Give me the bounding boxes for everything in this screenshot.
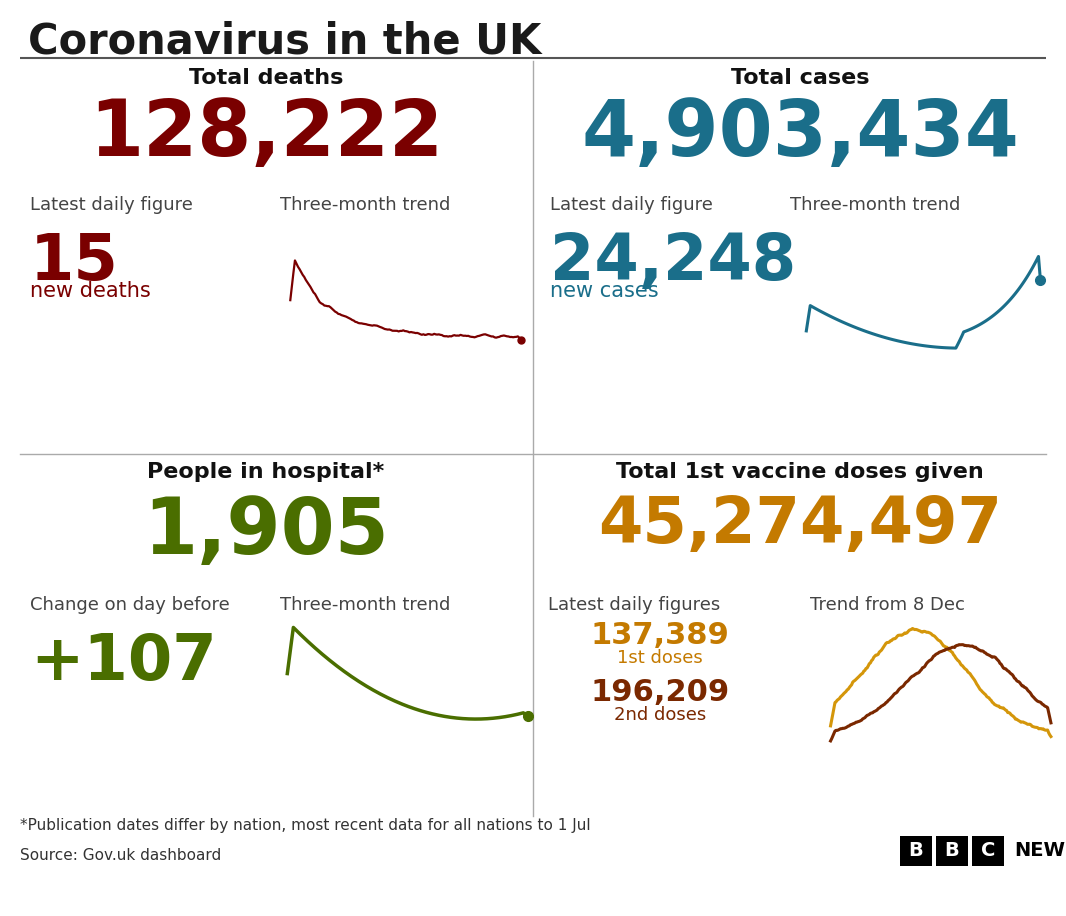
Text: 1,905: 1,905: [143, 494, 389, 570]
Text: Latest daily figures: Latest daily figures: [548, 596, 721, 614]
Text: 1st doses: 1st doses: [617, 649, 702, 667]
Text: 4,903,434: 4,903,434: [581, 96, 1019, 172]
Text: 128,222: 128,222: [88, 96, 443, 172]
Text: Source: Gov.uk dashboard: Source: Gov.uk dashboard: [20, 848, 222, 863]
Text: new cases: new cases: [550, 281, 659, 301]
Text: 2nd doses: 2nd doses: [614, 706, 706, 724]
Text: C: C: [981, 842, 996, 860]
FancyBboxPatch shape: [900, 836, 932, 866]
Text: 196,209: 196,209: [591, 678, 729, 707]
Text: 45,274,497: 45,274,497: [598, 494, 1002, 556]
Text: NEWS: NEWS: [1014, 842, 1066, 860]
Text: new deaths: new deaths: [30, 281, 150, 301]
Text: Total 1st vaccine doses given: Total 1st vaccine doses given: [616, 462, 984, 482]
Text: Change on day before: Change on day before: [30, 596, 230, 614]
Text: Three-month trend: Three-month trend: [790, 196, 960, 214]
Text: *Publication dates differ by nation, most recent data for all nations to 1 Jul: *Publication dates differ by nation, mos…: [20, 818, 591, 833]
Text: +107: +107: [30, 631, 216, 693]
Text: 15: 15: [30, 231, 119, 293]
FancyBboxPatch shape: [936, 836, 968, 866]
FancyBboxPatch shape: [972, 836, 1004, 866]
Text: B: B: [944, 842, 959, 860]
Text: 24,248: 24,248: [550, 231, 796, 293]
Text: 137,389: 137,389: [591, 621, 729, 650]
Text: Coronavirus in the UK: Coronavirus in the UK: [28, 21, 542, 63]
Text: Total deaths: Total deaths: [189, 68, 343, 88]
Text: Latest daily figure: Latest daily figure: [550, 196, 713, 214]
Text: Three-month trend: Three-month trend: [280, 596, 450, 614]
Text: Three-month trend: Three-month trend: [280, 196, 450, 214]
Text: B: B: [908, 842, 923, 860]
Text: Total cases: Total cases: [731, 68, 869, 88]
Text: People in hospital*: People in hospital*: [147, 462, 385, 482]
Text: Latest daily figure: Latest daily figure: [30, 196, 193, 214]
Text: Trend from 8 Dec: Trend from 8 Dec: [810, 596, 965, 614]
